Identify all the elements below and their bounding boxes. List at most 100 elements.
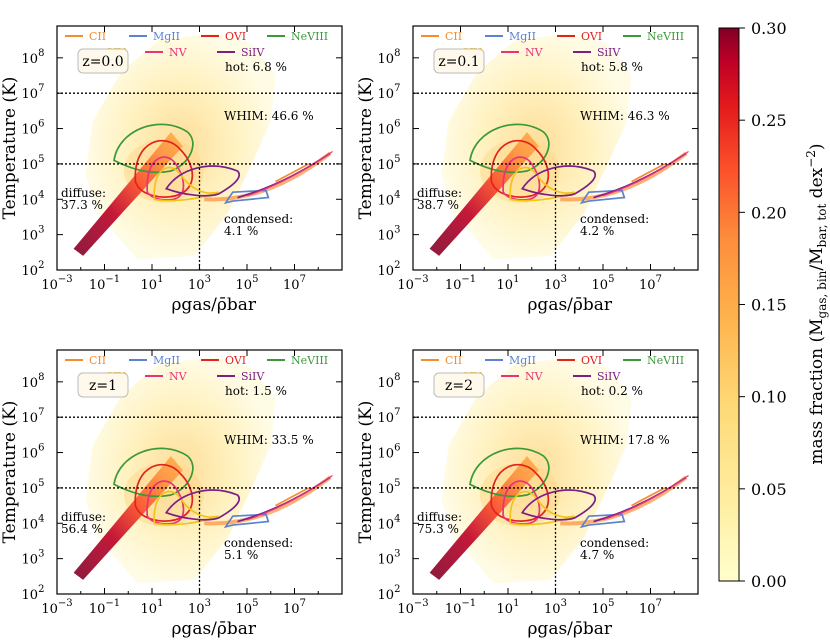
contour-nv [146, 480, 185, 525]
redshift-box [433, 372, 485, 398]
contour-ovi-tail [602, 475, 689, 521]
contour-cii [275, 163, 310, 183]
whim-label: WHIM: 17.8 % [580, 433, 670, 447]
condensed-value: 4.7 % [580, 548, 614, 562]
y-tick-label: 107 [378, 83, 401, 102]
diffuse-value: 75.3 % [417, 522, 459, 536]
panel-1: 10−3 10−1 101 103 105 107 102 103 104 105 106 107 10… [0, 25, 343, 315]
legend-item-cii: CII [421, 354, 462, 367]
contour-nv [502, 156, 541, 201]
diffuse-label: diffuse: [61, 510, 106, 524]
contour-nv [502, 480, 541, 525]
legend-label: NV [169, 370, 188, 383]
contour-ovi-tail [246, 475, 333, 521]
y-tick-label: 103 [22, 225, 45, 244]
x-tick-label: 10−1 [445, 598, 476, 617]
heatmap-condensed-tail [204, 151, 332, 202]
legend-label: NV [525, 46, 544, 59]
condensed-value: 4.1 % [224, 224, 258, 238]
y-tick-label: 108 [378, 48, 401, 67]
whim-label: WHIM: 46.6 % [224, 109, 314, 123]
legend-label: SiIV [597, 46, 621, 59]
legend-label: MgII [153, 30, 180, 43]
x-tick-label: 105 [236, 598, 259, 617]
x-tick-label: 103 [544, 598, 567, 617]
legend-item-nv: NV [501, 370, 544, 383]
legend-label: MgII [153, 354, 180, 367]
x-tick-label: 107 [639, 598, 662, 617]
heatmap-streak [73, 132, 183, 256]
x-tick-label: 103 [188, 274, 211, 293]
diffuse-value: 37.3 % [61, 198, 103, 212]
legend-item-mgii: MgII [485, 354, 536, 367]
heatmap-condensed-tail [560, 475, 688, 526]
panel-2: 10−3 10−1 101 103 105 107 102 103 104 105 106 107 10… [356, 25, 699, 315]
contour-mgii [579, 513, 626, 529]
colorbar-label: mass fraction (Mgas, bin/Mbar, tot dex−2… [804, 143, 829, 464]
x-tick-label: 10−3 [397, 598, 428, 617]
legend-item-ovi: OVI [557, 354, 602, 367]
legend-item-nv: NV [501, 46, 544, 59]
contour-civ [153, 490, 219, 526]
legend-label: NeVIII [647, 354, 684, 367]
x-axis-title: ρgas/ρ̄bar [171, 619, 256, 639]
legend-label: NeVIII [291, 354, 328, 367]
legend-item-siiv: SiIV [573, 370, 621, 383]
x-tick-label: 101 [141, 274, 164, 293]
legend-label: OVI [225, 30, 246, 43]
hot-label: hot: 6.8 % [225, 60, 287, 74]
heatmap-area [429, 357, 689, 584]
contour-mgii [579, 189, 626, 205]
x-tick-label: 105 [592, 598, 615, 617]
legend-label: SiIV [241, 46, 265, 59]
legend-label: CII [445, 30, 462, 43]
condensed-label: condensed: [224, 536, 293, 550]
y-tick-label: 106 [22, 119, 45, 138]
x-tick-label: 103 [188, 598, 211, 617]
legend-label: OVI [225, 354, 246, 367]
diffuse-label: diffuse: [417, 510, 462, 524]
y-tick-label: 103 [378, 225, 401, 244]
x-tick-label: 101 [497, 274, 520, 293]
contour-cii [631, 163, 666, 183]
panel-4: 10−3 10−1 101 103 105 107 102 103 104 105 106 107 10… [356, 349, 699, 639]
diffuse-label: diffuse: [417, 186, 462, 200]
redshift-box [433, 48, 485, 74]
legend-item-mgii: MgII [129, 30, 180, 43]
legend-label: NeVIII [291, 30, 328, 43]
legend-item-neviii: NeVIII [267, 354, 328, 367]
heatmap-streak [73, 456, 183, 580]
contour-neviii [469, 123, 550, 174]
contour-mgii [223, 189, 270, 205]
contour-ovi-tail [602, 151, 689, 197]
contour-neviii [113, 123, 194, 174]
redshift-box [77, 48, 129, 74]
redshift-label: z=1 [89, 378, 117, 394]
contour-neviii [469, 447, 550, 498]
x-tick-label: 10−1 [445, 274, 476, 293]
y-tick-label: 105 [22, 478, 45, 497]
y-tick-label: 108 [22, 48, 45, 67]
x-tick-label: 10−1 [89, 274, 120, 293]
y-axis-title: Temperature (K) [0, 401, 20, 544]
heatmap-streak [429, 456, 539, 580]
legend-label: NV [525, 370, 544, 383]
legend-label: OVI [581, 30, 602, 43]
contour-nv [146, 156, 185, 201]
y-tick-label: 105 [378, 478, 401, 497]
contour-cii [631, 487, 666, 507]
x-tick-label: 107 [283, 274, 306, 293]
hot-label: hot: 0.2 % [581, 384, 643, 398]
whim-label: WHIM: 33.5 % [224, 433, 314, 447]
heatmap-area [429, 33, 689, 260]
x-tick-label: 105 [236, 274, 259, 293]
redshift-label: z=2 [445, 378, 473, 394]
hot-label: hot: 5.8 % [581, 60, 643, 74]
x-tick-label: 107 [639, 274, 662, 293]
y-axis-title: Temperature (K) [356, 401, 376, 544]
condensed-value: 5.1 % [224, 548, 258, 562]
legend-item-cii: CII [421, 30, 462, 43]
y-tick-label: 107 [378, 407, 401, 426]
y-tick-label: 102 [378, 584, 401, 603]
colorbar-tick-label: 0.20 [751, 203, 787, 222]
